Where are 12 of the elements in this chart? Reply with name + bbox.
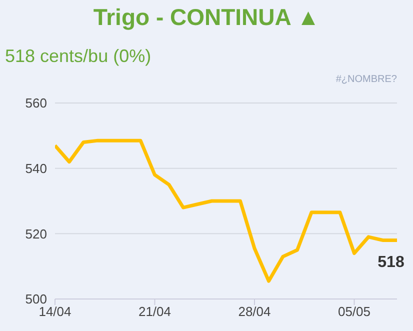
text: #¿NOMBRE? — [336, 74, 397, 85]
y-tick-label: 560 — [25, 96, 47, 111]
x-tick-label: 14/04 — [38, 304, 72, 320]
data-label: 518 — [378, 254, 404, 272]
x-tick-label: 21/04 — [138, 304, 172, 320]
x-tick-label: 28/04 — [238, 304, 271, 320]
y-tick-label: 500 — [25, 292, 47, 307]
chart-title: Trigo - CONTINUA ▲ — [92, 4, 321, 31]
y-tick-label: 540 — [25, 160, 47, 176]
x-tick-label: 05/05 — [338, 304, 371, 320]
chart-subtitle: 518 cents/bu (0%) — [5, 46, 152, 67]
y-tick-label: 520 — [25, 226, 47, 242]
